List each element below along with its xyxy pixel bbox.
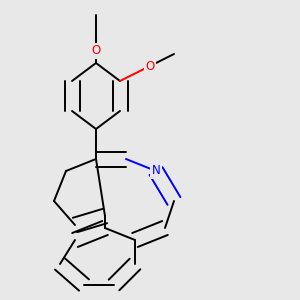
Text: O: O xyxy=(146,59,154,73)
Text: N: N xyxy=(152,164,160,178)
Text: O: O xyxy=(92,44,100,58)
